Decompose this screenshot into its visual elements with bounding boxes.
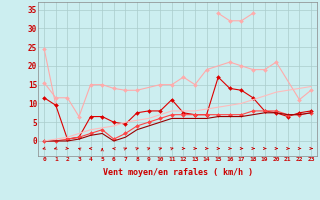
X-axis label: Vent moyen/en rafales ( km/h ): Vent moyen/en rafales ( km/h ) — [103, 168, 252, 177]
